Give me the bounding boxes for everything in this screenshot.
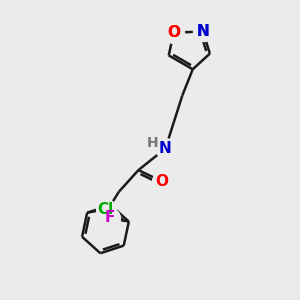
- Text: O: O: [167, 25, 180, 40]
- Text: H: H: [147, 136, 159, 150]
- Text: N: N: [196, 24, 209, 39]
- Text: N: N: [196, 24, 209, 39]
- Text: Cl: Cl: [98, 202, 114, 217]
- Text: O: O: [155, 174, 168, 189]
- Text: F: F: [105, 211, 116, 226]
- Text: N: N: [159, 141, 172, 156]
- Text: O: O: [167, 25, 180, 40]
